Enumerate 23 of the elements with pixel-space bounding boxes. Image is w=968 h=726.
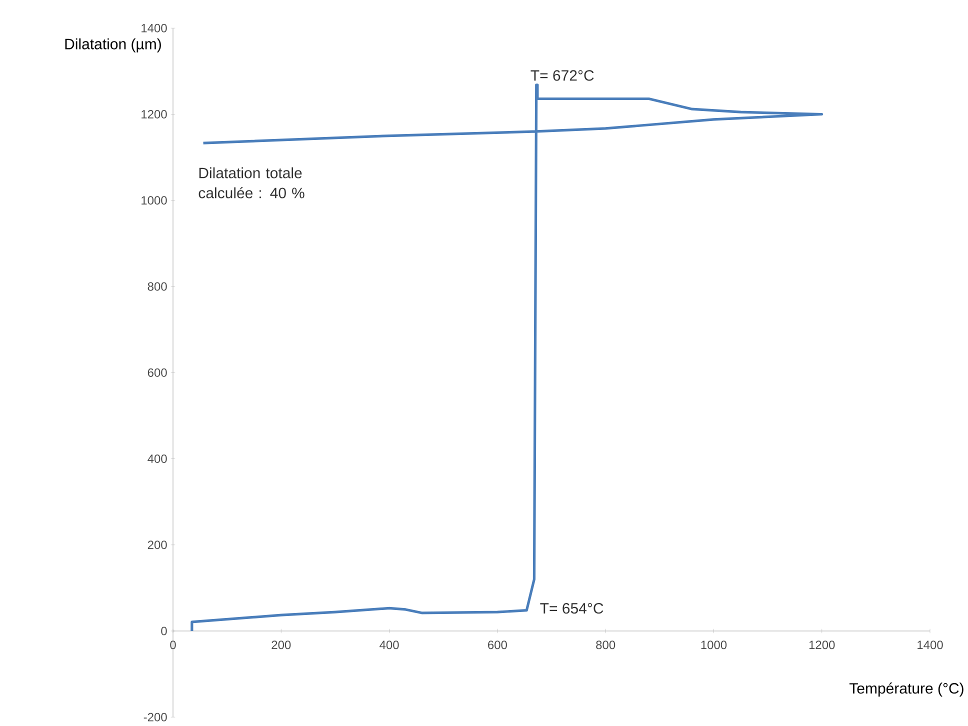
y-tick-label: 1000 [142, 196, 167, 205]
y-tick-label: 1400 [142, 24, 167, 32]
x-tick-label: 1200 [809, 640, 835, 650]
annotation: T= 654°C [540, 603, 604, 614]
line-series [190, 84, 824, 632]
x-tick-label: 0 [170, 640, 176, 650]
y-tick-label: 200 [148, 540, 167, 550]
x-axis-title: Température (°C) [849, 682, 964, 697]
y-tick-label: -200 [144, 712, 167, 722]
y-tick-label: 800 [148, 282, 167, 291]
x-tick-label: 1000 [701, 640, 727, 650]
y-tick-label: 0 [161, 626, 167, 636]
x-tick-label: 600 [488, 640, 507, 650]
x-tick-label: 200 [272, 640, 291, 650]
annotation: T= 672°C [530, 70, 594, 81]
y-tick-label: 400 [148, 454, 167, 463]
y-tick-label: 1200 [142, 110, 167, 118]
x-tick-label: 400 [380, 640, 399, 650]
x-tick-label: 1400 [918, 640, 943, 650]
annotation: Dilatation totale calculée : 40 % [198, 167, 304, 198]
y-axis-title: Dilatation (µm) [65, 38, 161, 52]
y-tick-label: 600 [148, 368, 167, 377]
x-tick-label: 800 [596, 640, 616, 650]
